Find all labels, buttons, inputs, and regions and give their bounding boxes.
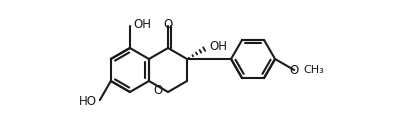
Text: HO: HO <box>79 95 97 108</box>
Text: OH: OH <box>133 18 150 31</box>
Text: O: O <box>289 63 298 76</box>
Text: CH₃: CH₃ <box>302 65 323 75</box>
Text: O: O <box>153 84 162 98</box>
Text: OH: OH <box>209 40 227 54</box>
Text: O: O <box>163 18 172 31</box>
